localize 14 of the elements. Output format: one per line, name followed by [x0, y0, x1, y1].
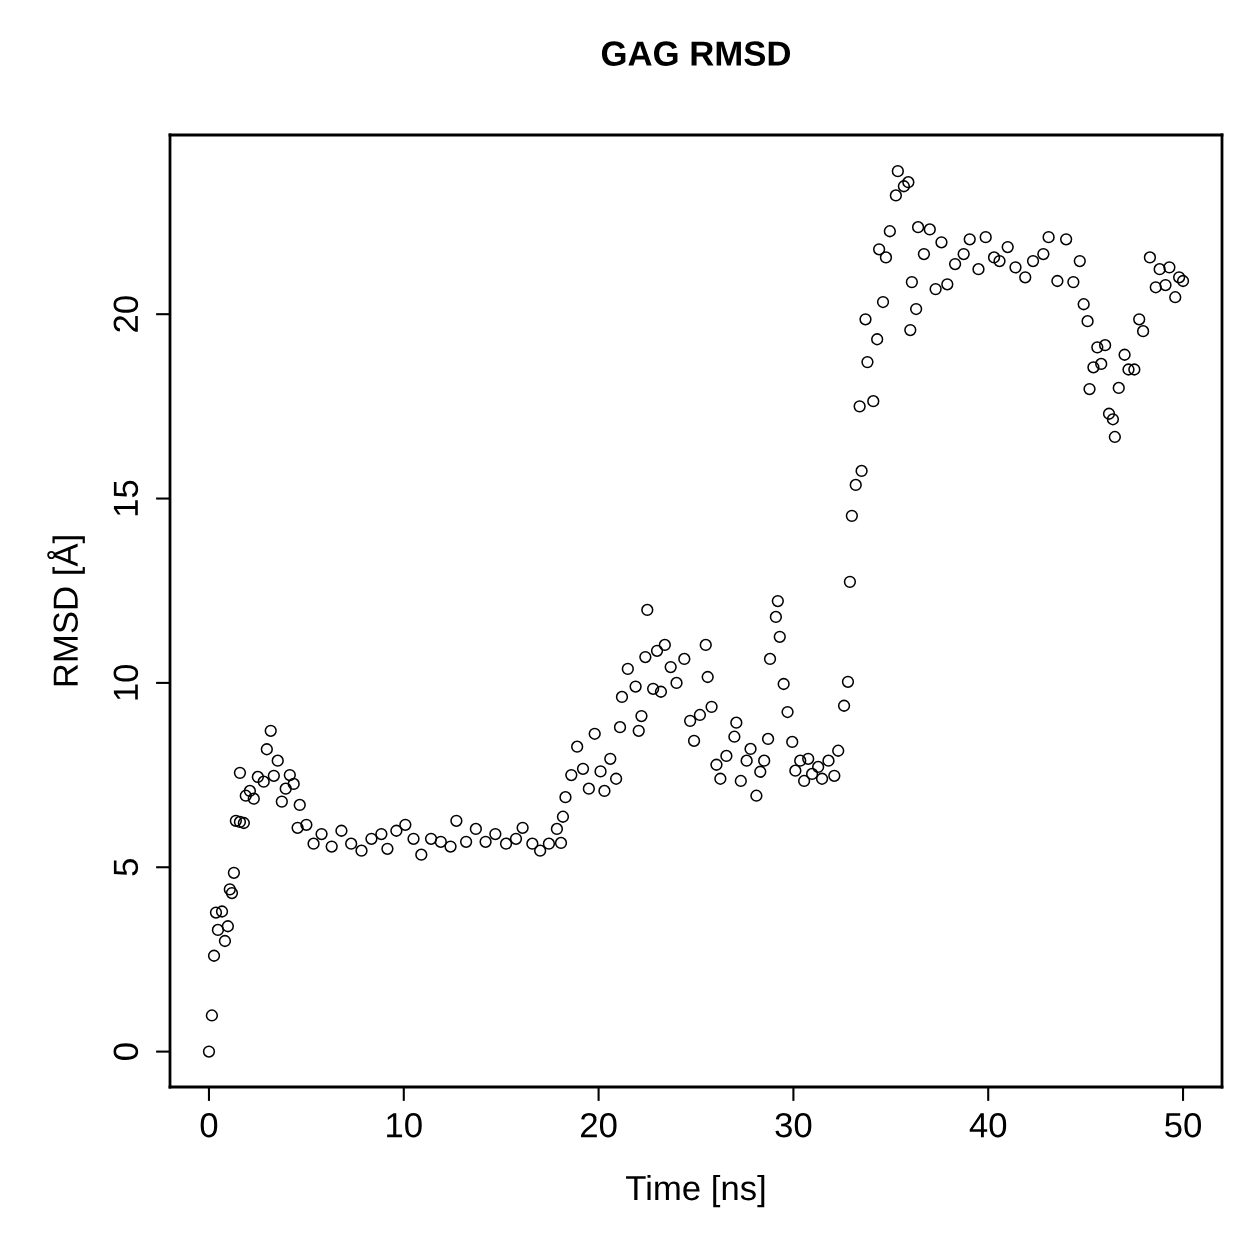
x-tick-label: 20	[581, 1112, 617, 1138]
x-tick-label: 10	[387, 1112, 422, 1138]
x-axis-title: Time [ns]	[626, 1174, 765, 1208]
chart-title: GAG RMSD	[601, 41, 791, 66]
x-tick-label: 40	[969, 1112, 1007, 1138]
x-tick-label: 50	[1165, 1112, 1201, 1138]
y-tick-label: 5	[113, 859, 139, 876]
x-tick-label: 30	[775, 1112, 812, 1138]
y-tick-label: 20	[113, 296, 139, 332]
y-tick-label: 0	[113, 1043, 139, 1060]
x-tick-label: 0	[200, 1112, 218, 1138]
y-tick-label: 10	[113, 664, 139, 700]
y-axis-title: RMSD [Å]	[47, 536, 85, 686]
y-tick-label: 15	[113, 480, 139, 516]
